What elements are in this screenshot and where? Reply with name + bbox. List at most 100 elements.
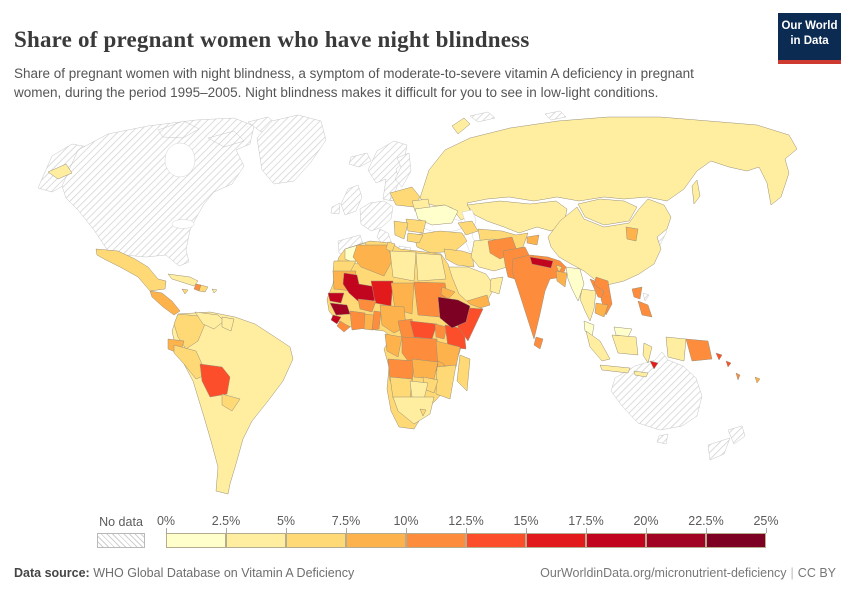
country-solomon-islands-2[interactable] xyxy=(725,360,732,368)
country-indonesia-sulawesi[interactable] xyxy=(642,342,653,364)
legend-bin[interactable] xyxy=(646,533,706,548)
country-niger[interactable] xyxy=(370,280,394,307)
country-russia-east-tip[interactable] xyxy=(47,163,73,180)
country-russia[interactable] xyxy=(419,116,798,221)
country-egypt[interactable] xyxy=(415,252,447,282)
country-turkey[interactable] xyxy=(413,230,468,254)
country-bangladesh[interactable] xyxy=(555,270,568,288)
country-greenland[interactable] xyxy=(256,114,327,185)
world-map[interactable] xyxy=(0,108,850,508)
country-senegal[interactable] xyxy=(327,292,345,304)
country-uganda[interactable] xyxy=(434,323,448,340)
country-kazakhstan[interactable] xyxy=(466,200,568,234)
arctic-island-1[interactable] xyxy=(157,120,200,139)
legend-bin[interactable] xyxy=(466,533,526,548)
country-liberia[interactable] xyxy=(336,320,351,333)
country-romania[interactable] xyxy=(405,218,427,234)
south-asia-regions[interactable] xyxy=(487,236,761,384)
country-myanmar[interactable] xyxy=(565,266,585,302)
country-nepal[interactable] xyxy=(529,256,554,269)
country-fiji[interactable] xyxy=(754,376,761,384)
country-bolivia[interactable] xyxy=(199,363,231,398)
country-mexico[interactable] xyxy=(95,248,167,292)
legend-bin[interactable] xyxy=(706,533,766,548)
legend-bin[interactable] xyxy=(286,533,346,548)
country-australia[interactable] xyxy=(610,351,703,431)
country-central-african-republic[interactable] xyxy=(409,320,438,340)
legend-bin[interactable] xyxy=(526,533,586,548)
country-dominican-republic[interactable] xyxy=(198,284,209,293)
africa-regions[interactable] xyxy=(326,240,484,430)
country-caucasus[interactable] xyxy=(457,220,479,236)
country-jamaica[interactable] xyxy=(181,288,189,295)
country-puerto-rico[interactable] xyxy=(211,288,218,294)
country-mongolia[interactable] xyxy=(577,198,638,226)
country-guyanas[interactable] xyxy=(221,316,235,332)
country-indonesia-sumatra[interactable] xyxy=(585,330,611,362)
legend-bin[interactable] xyxy=(406,533,466,548)
country-sri-lanka[interactable] xyxy=(533,336,544,350)
country-ukraine[interactable] xyxy=(414,204,459,226)
country-timor-leste[interactable] xyxy=(649,360,659,370)
legend-bin[interactable] xyxy=(226,533,286,548)
country-papua-new-guinea[interactable] xyxy=(685,338,713,362)
owid-link[interactable]: OurWorldinData.org/micronutrient-deficie… xyxy=(540,566,787,580)
choropleth-svg[interactable] xyxy=(0,108,850,508)
country-oman[interactable] xyxy=(489,276,504,295)
country-thailand[interactable] xyxy=(579,288,597,322)
country-libya[interactable] xyxy=(389,250,417,282)
country-indonesia-kalimantan[interactable] xyxy=(611,334,639,356)
arctic-island-5[interactable] xyxy=(544,110,567,121)
country-togo-benin[interactable] xyxy=(371,310,382,331)
eastern-europe-regions[interactable] xyxy=(389,186,459,244)
country-paraguay[interactable] xyxy=(221,393,241,412)
country-philippines-luzon[interactable] xyxy=(631,286,643,300)
legend-bin[interactable] xyxy=(166,533,226,548)
country-france-germany[interactable] xyxy=(359,200,394,232)
country-guinea[interactable] xyxy=(329,302,351,316)
country-iceland[interactable] xyxy=(348,152,372,168)
country-indonesia-papua[interactable] xyxy=(665,336,687,362)
arctic-island-4[interactable] xyxy=(469,111,496,123)
country-tasmania[interactable] xyxy=(656,433,669,445)
country-sierra-leone[interactable] xyxy=(330,314,342,325)
country-solomon-islands-1[interactable] xyxy=(715,352,723,361)
country-bhutan[interactable] xyxy=(555,264,563,273)
country-russia-sakhalin[interactable] xyxy=(691,179,701,205)
country-new-zealand-south[interactable] xyxy=(707,437,731,461)
country-iraq-syria[interactable] xyxy=(443,248,475,268)
country-venezuela[interactable] xyxy=(194,311,225,330)
country-china[interactable] xyxy=(547,198,672,286)
country-cuba[interactable] xyxy=(167,273,199,287)
country-vanuatu[interactable] xyxy=(735,372,741,381)
country-ireland[interactable] xyxy=(330,202,341,215)
country-india[interactable] xyxy=(511,254,567,340)
country-bulgaria[interactable] xyxy=(406,232,424,244)
legend-bins[interactable] xyxy=(166,533,766,548)
country-north-korea[interactable] xyxy=(625,226,639,242)
country-south-africa[interactable] xyxy=(392,396,435,425)
country-zambia[interactable] xyxy=(411,358,439,380)
country-burkina-faso[interactable] xyxy=(357,298,377,313)
country-finland[interactable] xyxy=(394,152,412,188)
country-ethiopia[interactable] xyxy=(437,296,471,329)
country-russia-novaya-zemlya[interactable] xyxy=(451,117,471,135)
country-tanzania[interactable] xyxy=(435,340,461,368)
country-taiwan[interactable] xyxy=(642,292,650,302)
country-mozambique[interactable] xyxy=(435,364,457,400)
arctic-island-2[interactable] xyxy=(207,130,245,148)
country-madagascar[interactable] xyxy=(456,354,471,392)
legend-bin[interactable] xyxy=(346,533,406,548)
license-link[interactable]: CC BY xyxy=(797,566,836,580)
country-indonesia-lesser-sunda[interactable] xyxy=(633,370,649,378)
country-indonesia-java[interactable] xyxy=(599,364,631,374)
country-tajikistan[interactable] xyxy=(526,234,540,246)
country-gabon-congo[interactable] xyxy=(384,333,403,358)
country-central-america[interactable] xyxy=(149,290,181,316)
country-cambodia[interactable] xyxy=(594,302,609,318)
country-balkans[interactable] xyxy=(393,220,409,240)
country-philippines-mindanao[interactable] xyxy=(637,300,653,318)
americas-regions[interactable] xyxy=(95,248,294,495)
legend-no-data-swatch[interactable] xyxy=(97,533,145,548)
country-lesotho[interactable] xyxy=(419,408,427,417)
